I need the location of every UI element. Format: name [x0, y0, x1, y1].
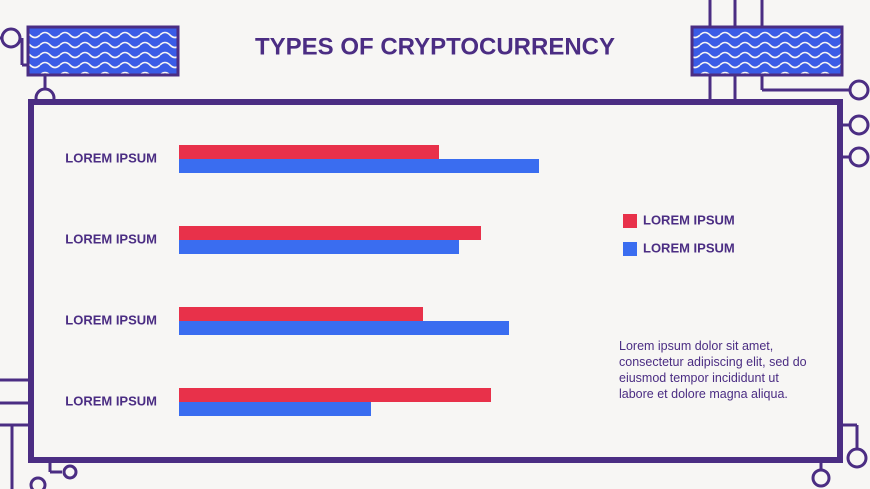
- bar: [179, 402, 371, 416]
- category-label: LOREM IPSUM: [65, 312, 157, 327]
- bar: [179, 159, 539, 173]
- bar: [179, 240, 459, 254]
- category-label: LOREM IPSUM: [65, 231, 157, 246]
- category-label: LOREM IPSUM: [65, 150, 157, 165]
- legend-swatch: [623, 242, 637, 256]
- legend-label: LOREM IPSUM: [643, 212, 735, 227]
- bar: [179, 307, 423, 321]
- annotation: Lorem ipsum dolor sit amet, consectetur …: [619, 339, 807, 401]
- legend-label: LOREM IPSUM: [643, 240, 735, 255]
- category-label: LOREM IPSUM: [65, 393, 157, 408]
- legend-swatch: [623, 214, 637, 228]
- bar: [179, 321, 509, 335]
- bar: [179, 145, 439, 159]
- bar: [179, 388, 491, 402]
- bar: [179, 226, 481, 240]
- chart-title: TYPES OF CRYPTOCURRENCY: [255, 33, 615, 60]
